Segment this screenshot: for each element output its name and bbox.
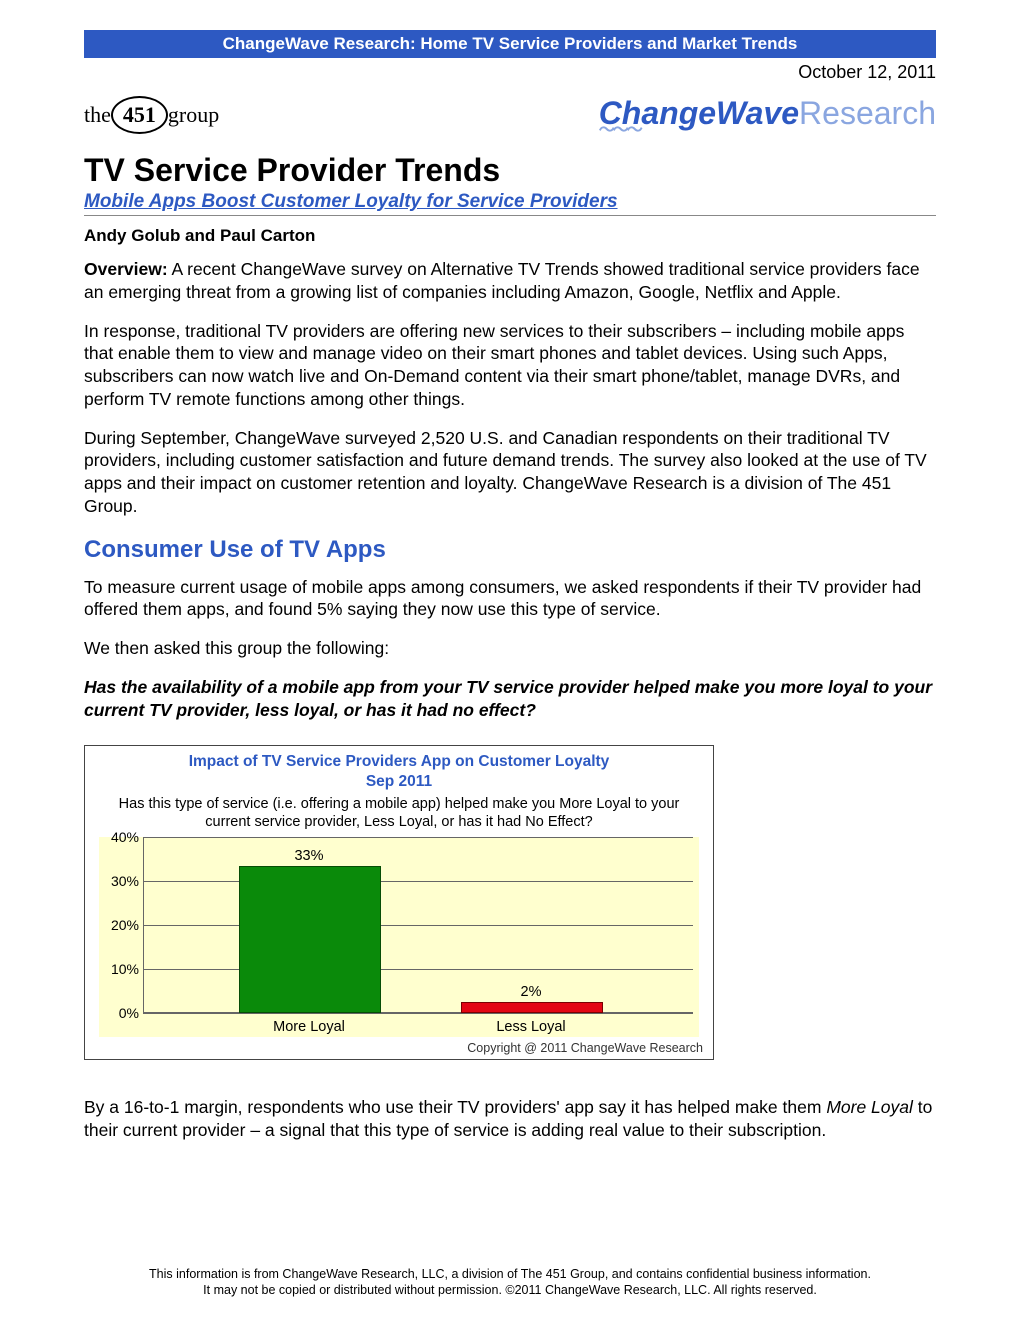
y-tick-label: 30% (99, 873, 139, 889)
p6a: By a 16-to-1 margin, respondents who use… (84, 1097, 826, 1117)
gridline (143, 837, 693, 838)
bar-value-label: 33% (294, 848, 323, 864)
bar-value-label: 2% (521, 984, 542, 1000)
loyalty-chart: Impact of TV Service Providers App on Cu… (84, 745, 714, 1060)
gridline (143, 1013, 693, 1014)
chart-title: Impact of TV Service Providers App on Cu… (95, 752, 703, 791)
paragraph-6: By a 16-to-1 margin, respondents who use… (84, 1096, 936, 1142)
p1-text: A recent ChangeWave survey on Alternativ… (84, 259, 920, 302)
gridline (143, 881, 693, 882)
chart-title-line2: Sep 2011 (366, 773, 432, 790)
logo-451-num: 451 (111, 96, 168, 134)
page-title: TV Service Provider Trends (84, 152, 936, 189)
x-tick-label: Less Loyal (496, 1019, 565, 1035)
chart-bar (461, 1002, 603, 1013)
overview-label: Overview: (84, 259, 168, 279)
gridline (143, 969, 693, 970)
footer-line2: It may not be copied or distributed with… (203, 1283, 817, 1297)
chart-title-line1: Impact of TV Service Providers App on Cu… (189, 753, 610, 770)
subtitle: Mobile Apps Boost Customer Loyalty for S… (84, 191, 936, 213)
chart-question: Has this type of service (i.e. offering … (95, 795, 703, 831)
logo-451-group: the451group (84, 96, 219, 134)
p6-emphasis: More Loyal (826, 1097, 913, 1117)
logo-451-pre: the (84, 102, 111, 127)
y-tick-label: 0% (99, 1005, 139, 1021)
logo-row: the451group ChangeWaveResearch ～～～ (84, 95, 936, 134)
y-tick-label: 20% (99, 917, 139, 933)
chart-area: 40%30%20%10%0%33%More Loyal2%Less Loyal (99, 837, 699, 1037)
date: October 12, 2011 (84, 62, 936, 83)
chart-copyright: Copyright @ 2011 ChangeWave Research (95, 1041, 703, 1055)
logo-451-post: group (168, 102, 219, 127)
paragraph-2: In response, traditional TV providers ar… (84, 320, 936, 411)
x-tick-label: More Loyal (273, 1019, 345, 1035)
paragraph-3: During September, ChangeWave surveyed 2,… (84, 427, 936, 518)
chart-bar (239, 866, 381, 1013)
gridline (143, 925, 693, 926)
footer-line1: This information is from ChangeWave Rese… (149, 1267, 871, 1281)
y-tick-label: 40% (99, 829, 139, 845)
footer: This information is from ChangeWave Rese… (84, 1266, 936, 1299)
paragraph-4: To measure current usage of mobile apps … (84, 576, 936, 622)
divider (84, 215, 936, 216)
overview-paragraph: Overview: A recent ChangeWave survey on … (84, 258, 936, 304)
paragraph-5: We then asked this group the following: (84, 637, 936, 660)
logo-cw-light: Research (799, 95, 936, 131)
y-tick-label: 10% (99, 961, 139, 977)
survey-question: Has the availability of a mobile app fro… (84, 676, 936, 722)
header-banner: ChangeWave Research: Home TV Service Pro… (84, 30, 936, 58)
authors: Andy Golub and Paul Carton (84, 226, 936, 246)
section-heading: Consumer Use of TV Apps (84, 536, 936, 564)
logo-changewave: ChangeWaveResearch ～～～ (599, 95, 936, 134)
